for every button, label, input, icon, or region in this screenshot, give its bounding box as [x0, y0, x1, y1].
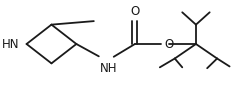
Text: O: O [130, 5, 140, 18]
Text: NH: NH [100, 62, 117, 75]
Text: HN: HN [2, 37, 19, 51]
Text: O: O [164, 37, 173, 51]
